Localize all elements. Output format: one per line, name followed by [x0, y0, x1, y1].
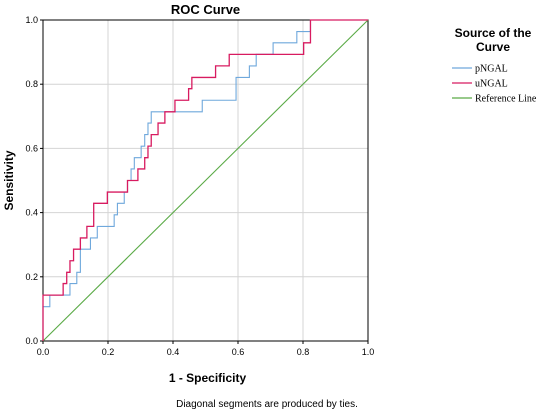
x-tick-label: 0.6 — [232, 347, 245, 357]
grid — [43, 20, 368, 341]
x-tick-label: 1.0 — [362, 347, 375, 357]
x-axis-title: 1 - Specificity — [169, 371, 247, 385]
y-tick-label: 0.4 — [25, 208, 38, 218]
legend-label: pNGAL — [475, 64, 508, 75]
series-line-pngal — [42, 19, 368, 341]
plot-frame — [42, 19, 369, 342]
y-tick-label: 1.0 — [25, 15, 38, 25]
legend-label: uNGAL — [475, 79, 508, 90]
legend-entries: pNGAL uNGAL Reference Line — [452, 64, 537, 105]
x-tick-label: 0.8 — [297, 347, 310, 357]
series-line-ungal — [42, 19, 368, 341]
y-tick-label: 0.0 — [25, 336, 38, 346]
y-tick-label: 0.6 — [25, 143, 38, 153]
x-tick-label: 0.2 — [102, 347, 115, 357]
x-tick-label: 0.0 — [37, 347, 50, 357]
series-line-reference-line — [42, 19, 369, 342]
x-tick-label: 0.4 — [167, 347, 180, 357]
y-tick-label: 0.8 — [25, 79, 38, 89]
footnote: Diagonal segments are produced by ties. — [176, 399, 358, 410]
y-tick-label: 0.2 — [25, 272, 38, 282]
legend: Source of the Curve pNGAL uNGAL Reference … — [452, 26, 537, 105]
y-axis-title: Sensitivity — [2, 150, 16, 210]
series-layer — [42, 19, 369, 342]
axis-ticks: 0.0 0.2 0.4 0.6 0.8 1.0 0.0 0.2 0.4 0.6 0.8 1.0 — [25, 15, 374, 357]
legend-label: Reference Line — [475, 94, 537, 105]
legend-title-line-2: Curve — [476, 40, 510, 54]
chart-title: ROC Curve — [171, 2, 240, 17]
legend-title-line-1: Source of the — [455, 26, 532, 40]
